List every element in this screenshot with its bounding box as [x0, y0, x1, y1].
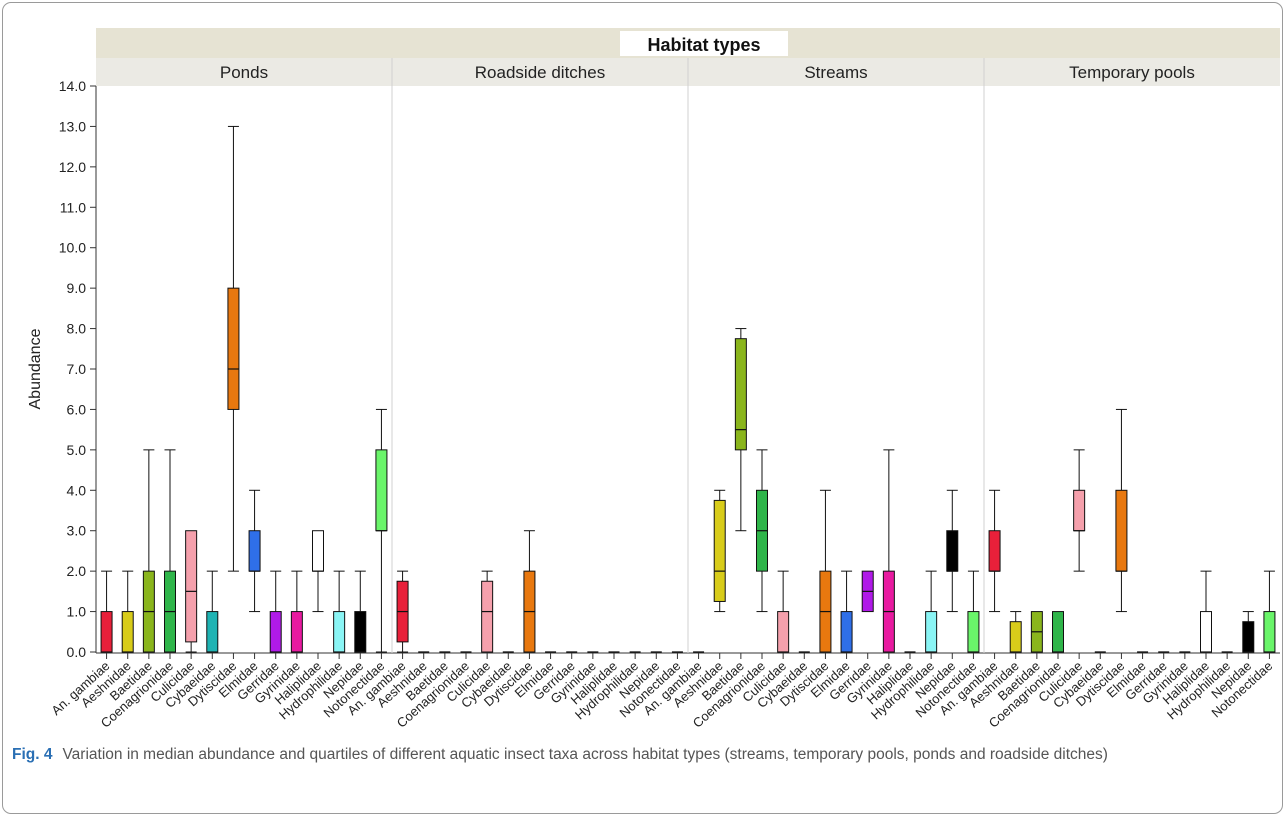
box-temporary-pools-notonectidae-box [1263, 611, 1276, 653]
box-ponds-culicidae-box [185, 530, 198, 643]
box-streams-culicidae-box [777, 611, 790, 653]
y-tick-label: 2.0 [67, 563, 87, 579]
panel-title-streams: Streams [804, 63, 867, 82]
y-tick-label: 8.0 [67, 321, 87, 337]
box-streams-elmidae-box [840, 611, 853, 653]
panel-title-temporary-pools: Temporary pools [1069, 63, 1195, 82]
box-temporary-pools-aeshnidae-box [1009, 621, 1022, 653]
box-ponds-gyrinidae-box [290, 611, 303, 653]
category-labels: An. gambiaeAeshnidaeBaetidaeCoenagrionid… [48, 658, 1275, 731]
axes: 0.0 1.0 2.0 3.0 4.0 5.0 6.0 7.0 8.0 9.0 10.0 11.0 12… [27, 58, 1280, 660]
caption-text: Variation in median abundance and quarti… [62, 746, 1108, 763]
panel-title-roadside-ditches: Roadside ditches [475, 63, 605, 82]
box-ponds-gerridae-box [269, 611, 282, 653]
y-tick-label: 9.0 [67, 280, 87, 296]
box-ponds-an-gambiae-box [100, 611, 113, 653]
chart-title: Habitat types [647, 35, 760, 55]
box-streams-aeshnidae-box [713, 499, 726, 602]
panel-title-ponds: Ponds [220, 63, 268, 82]
box-streams-baetidae-box [734, 338, 747, 451]
box-ponds-notonectidae-box [375, 449, 388, 532]
y-tick-label: 12.0 [59, 159, 86, 175]
box-temporary-pools-nepidae-box [1242, 621, 1255, 653]
box-ponds-elmidae-box [248, 530, 261, 572]
y-axis-label: Abundance [27, 328, 44, 409]
box-temporary-pools-haliplidae-box [1200, 611, 1212, 653]
y-tick-label: 14.0 [59, 78, 86, 94]
box-temporary-pools-culicidae-box [1073, 489, 1086, 532]
box-temporary-pools-coenagrionidae-box [1052, 611, 1064, 653]
figure-label: Fig. 4 [12, 746, 53, 763]
box-streams-nepidae-box [946, 530, 959, 572]
box-ponds-aeshnidae-box [121, 611, 134, 653]
box-ponds-cybaeidae-box [206, 611, 219, 653]
y-tick-label: 3.0 [67, 523, 87, 539]
y-tick-label: 10.0 [59, 240, 86, 256]
chart-marks [100, 125, 1276, 653]
box-plot-chart: Habitat types Ponds Roadside ditches Stream… [27, 28, 1280, 731]
box-temporary-pools-an-gambiae-box [988, 530, 1001, 572]
title-box [620, 31, 788, 56]
y-tick-label: 4.0 [67, 482, 87, 498]
y-tick-label: 5.0 [67, 442, 87, 458]
box-temporary-pools-dytiscidae-box [1115, 489, 1128, 572]
box-ponds-haliplidae-box [312, 530, 324, 572]
box-roadside-ditches-culicidae-box [481, 580, 494, 653]
y-tick-label: 11.0 [60, 199, 86, 215]
y-tick-label: 0.0 [67, 644, 87, 660]
box-streams-notonectidae-box [967, 611, 980, 653]
y-tick-label: 13.0 [59, 118, 86, 134]
figure-caption: Fig. 4 Variation in median abundance and … [12, 744, 1267, 766]
y-tick-label: 7.0 [67, 361, 87, 377]
box-ponds-dytiscidae-box [227, 287, 240, 410]
y-tick-label: 6.0 [67, 401, 87, 417]
box-streams-hydrophilidae-box [925, 611, 938, 653]
box-ponds-nepidae-box [354, 611, 367, 653]
box-ponds-hydrophilidae-box [333, 611, 346, 653]
y-tick-label: 1.0 [67, 604, 87, 620]
